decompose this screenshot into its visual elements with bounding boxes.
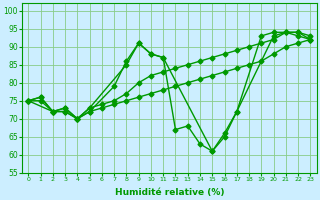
X-axis label: Humidité relative (%): Humidité relative (%) bbox=[115, 188, 224, 197]
